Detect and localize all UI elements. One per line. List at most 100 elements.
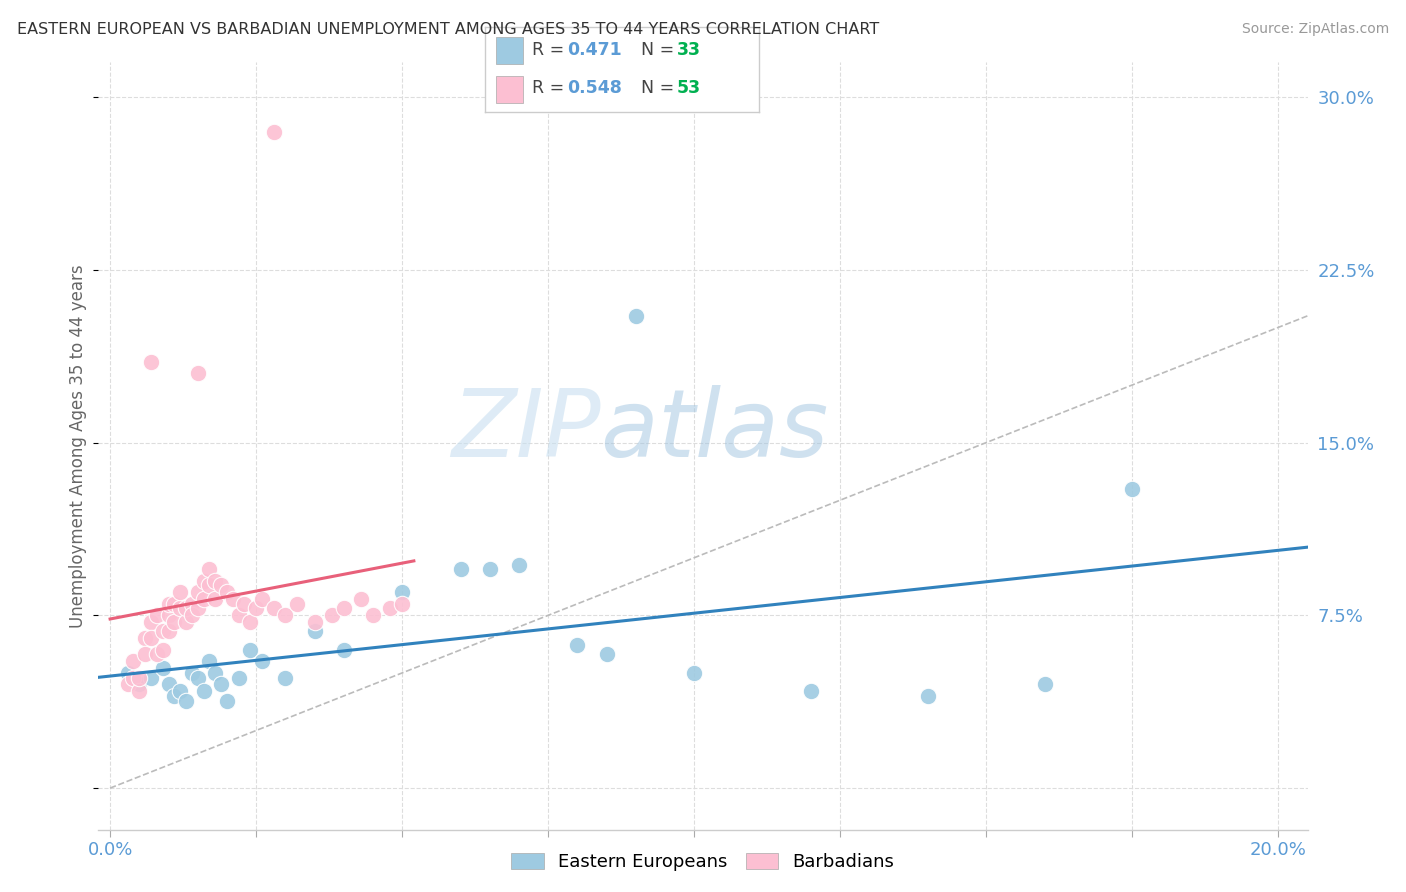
Point — [228, 671, 250, 685]
Point — [157, 597, 180, 611]
Point — [450, 562, 472, 576]
Point — [683, 665, 706, 680]
Point — [169, 601, 191, 615]
FancyBboxPatch shape — [496, 76, 523, 103]
Point — [193, 684, 215, 698]
Point — [163, 689, 186, 703]
Point — [198, 654, 221, 668]
Point — [180, 665, 202, 680]
Point — [169, 684, 191, 698]
Point — [139, 615, 162, 630]
Point — [139, 671, 162, 685]
Point — [193, 592, 215, 607]
Point — [215, 585, 238, 599]
Y-axis label: Unemployment Among Ages 35 to 44 years: Unemployment Among Ages 35 to 44 years — [69, 264, 87, 628]
Point — [146, 608, 169, 623]
Point — [332, 601, 354, 615]
Point — [134, 632, 156, 646]
Point — [250, 592, 273, 607]
Point — [152, 643, 174, 657]
Text: R =: R = — [531, 42, 569, 60]
Text: 0.548: 0.548 — [567, 78, 623, 96]
Text: 33: 33 — [678, 42, 702, 60]
Point — [321, 608, 343, 623]
Point — [204, 574, 226, 588]
Point — [304, 624, 326, 639]
Point — [274, 608, 297, 623]
Point — [187, 585, 209, 599]
Point — [304, 615, 326, 630]
Point — [350, 592, 373, 607]
Point — [391, 585, 413, 599]
Point — [222, 592, 245, 607]
Point — [250, 654, 273, 668]
Point — [380, 601, 402, 615]
Point — [204, 665, 226, 680]
Text: 0.471: 0.471 — [567, 42, 621, 60]
Text: atlas: atlas — [600, 385, 828, 476]
Point — [567, 638, 589, 652]
Point — [478, 562, 501, 576]
Text: EASTERN EUROPEAN VS BARBADIAN UNEMPLOYMENT AMONG AGES 35 TO 44 YEARS CORRELATION: EASTERN EUROPEAN VS BARBADIAN UNEMPLOYME… — [17, 22, 879, 37]
Point — [139, 355, 162, 369]
Point — [187, 671, 209, 685]
Point — [174, 601, 197, 615]
Point — [917, 689, 939, 703]
Point — [180, 608, 202, 623]
Point — [274, 671, 297, 685]
Point — [169, 585, 191, 599]
Point — [134, 648, 156, 662]
Point — [117, 677, 139, 691]
Text: ZIP: ZIP — [450, 385, 600, 476]
Text: Source: ZipAtlas.com: Source: ZipAtlas.com — [1241, 22, 1389, 37]
Legend: Eastern Europeans, Barbadians: Eastern Europeans, Barbadians — [505, 846, 901, 879]
Point — [245, 601, 267, 615]
Point — [595, 648, 617, 662]
Point — [204, 592, 226, 607]
Point — [361, 608, 384, 623]
Point — [152, 624, 174, 639]
Point — [187, 367, 209, 381]
Point — [228, 608, 250, 623]
Point — [117, 665, 139, 680]
Text: R =: R = — [531, 78, 569, 96]
Point — [163, 597, 186, 611]
Text: N =: N = — [641, 78, 681, 96]
Text: N =: N = — [641, 42, 681, 60]
Point — [263, 601, 285, 615]
Point — [122, 671, 145, 685]
Point — [508, 558, 530, 572]
Point — [624, 309, 647, 323]
Point — [128, 677, 150, 691]
Point — [209, 578, 232, 592]
Point — [1121, 482, 1143, 496]
Point — [187, 601, 209, 615]
Point — [332, 643, 354, 657]
Point — [391, 597, 413, 611]
Point — [198, 578, 221, 592]
Point — [128, 684, 150, 698]
Point — [1033, 677, 1056, 691]
Point — [174, 615, 197, 630]
Point — [122, 654, 145, 668]
Point — [239, 643, 262, 657]
Point — [193, 574, 215, 588]
Point — [800, 684, 823, 698]
Point — [285, 597, 308, 611]
Point — [233, 597, 256, 611]
Point — [152, 661, 174, 675]
Point — [146, 648, 169, 662]
Point — [209, 677, 232, 691]
Point — [180, 597, 202, 611]
Point — [163, 615, 186, 630]
Point — [174, 693, 197, 707]
Point — [215, 693, 238, 707]
Point — [128, 671, 150, 685]
Point — [198, 562, 221, 576]
Point — [263, 124, 285, 138]
Text: 53: 53 — [678, 78, 702, 96]
Point — [157, 677, 180, 691]
FancyBboxPatch shape — [496, 37, 523, 64]
Point — [157, 624, 180, 639]
Point — [239, 615, 262, 630]
